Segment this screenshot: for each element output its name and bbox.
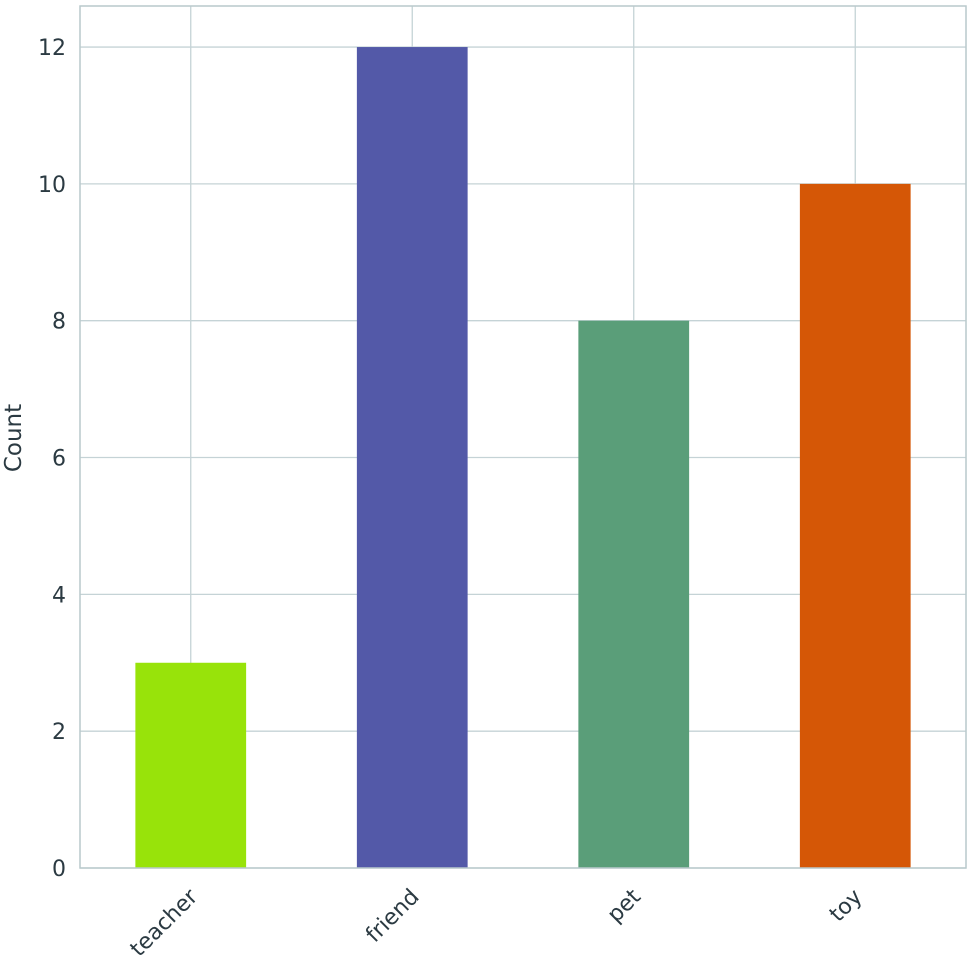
bars	[135, 47, 911, 869]
y-tick-label: 10	[38, 173, 66, 198]
x-tick-labels: teacher friend pet toy	[126, 884, 868, 962]
y-tick-label: 4	[52, 583, 66, 608]
y-tick-label: 12	[38, 36, 66, 61]
plot-frame	[79, 5, 967, 869]
y-tick-label: 8	[52, 310, 66, 335]
x-tick-label: teacher	[126, 884, 204, 962]
bar-pet	[578, 320, 690, 868]
bar-teacher	[135, 662, 247, 868]
bar-friend	[356, 47, 468, 869]
bar-toy	[799, 183, 911, 868]
x-tick-label: pet	[603, 884, 646, 927]
plot-border	[79, 5, 967, 869]
x-tick-label: friend	[361, 885, 424, 948]
x-tick-label: toy	[825, 885, 868, 928]
y-tick-labels: 0 2 4 6 8 10 12	[38, 36, 66, 882]
y-tick-label: 2	[52, 720, 66, 745]
y-tick-label: 0	[52, 857, 66, 882]
y-axis-title: Count	[1, 404, 27, 472]
y-tick-label: 6	[52, 447, 66, 472]
